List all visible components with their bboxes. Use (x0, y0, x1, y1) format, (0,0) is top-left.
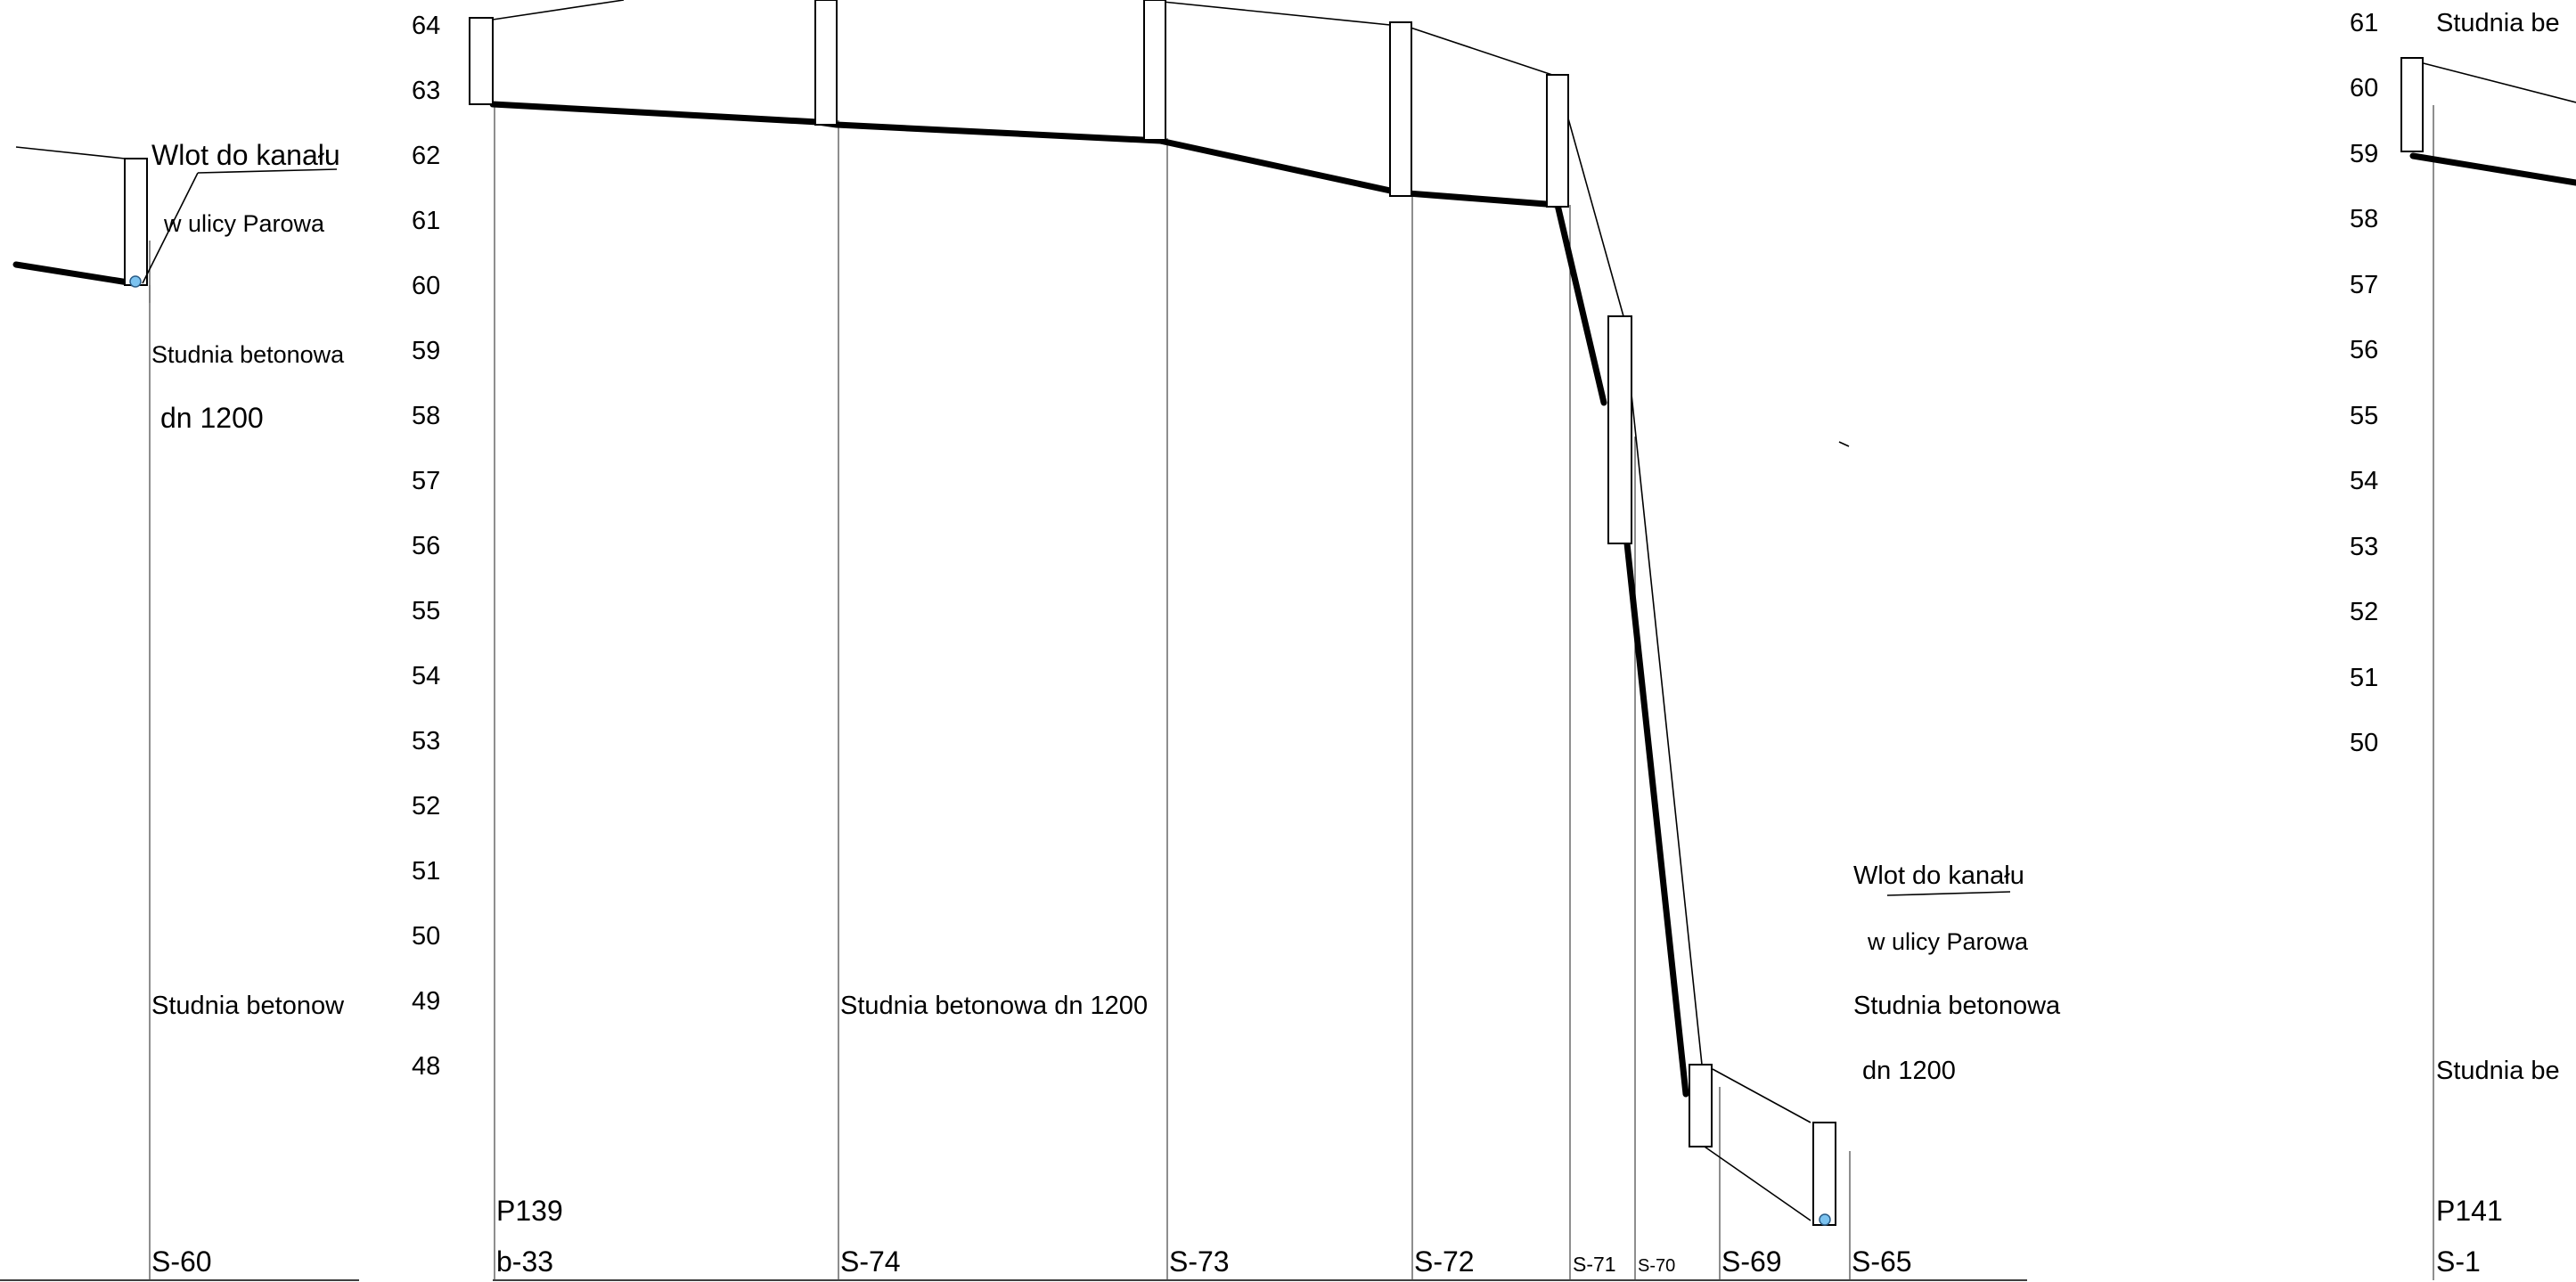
elev-label: 52 (412, 792, 440, 821)
well-label-s70: S-70 (1638, 1256, 1675, 1276)
elev-label: 48 (412, 1052, 440, 1081)
concrete-well-label: Studnia betonowa (151, 341, 345, 368)
manhole-s70 (1607, 315, 1632, 544)
manhole-s65 (1812, 1122, 1836, 1226)
concrete-well-label: Studnia be (2436, 9, 2560, 37)
elev-label: 57 (412, 467, 440, 495)
elev-label: 63 (412, 77, 440, 105)
elev-label: 52 (2350, 598, 2378, 626)
manhole-b33 (469, 17, 494, 105)
elev-label: 61 (412, 207, 440, 235)
station-lines (149, 102, 2434, 1280)
water-marker-right (1819, 1213, 1831, 1226)
elev-label: 49 (412, 987, 440, 1016)
well-label-s69: S-69 (1721, 1245, 1782, 1278)
well-label-s1: S-1 (2436, 1245, 2481, 1278)
elev-label: 50 (2350, 729, 2378, 757)
elev-label: 51 (2350, 664, 2378, 692)
elevation-axis-left: 64 63 62 61 60 59 58 57 56 55 54 53 52 5… (412, 12, 440, 1081)
profile-labels: P139 P141 (496, 1195, 2503, 1227)
elev-label: 61 (2350, 9, 2378, 37)
manhole-s73 (1143, 0, 1166, 141)
well-labels: S-60 b-33 S-74 S-73 S-72 S-71 S-70 S-69 … (151, 1245, 2481, 1278)
elev-label: 57 (2350, 271, 2378, 299)
manhole-s1 (2400, 57, 2424, 152)
profile-label-p141: P141 (2436, 1195, 2503, 1227)
well-label-s72: S-72 (1414, 1245, 1475, 1278)
elev-label: 64 (412, 12, 440, 40)
well-label-s65: S-65 (1852, 1245, 1912, 1278)
elev-label: 60 (2350, 74, 2378, 102)
manhole-s69 (1689, 1064, 1713, 1147)
elev-label: 60 (412, 272, 440, 300)
elev-label: 53 (412, 727, 440, 755)
elev-label: 58 (2350, 205, 2378, 233)
elev-label: 55 (412, 597, 440, 625)
concrete-well-label: Studnia be (2436, 1057, 2560, 1085)
elev-label: 53 (2350, 533, 2378, 561)
manhole-s74 (814, 0, 838, 126)
manhole-s72 (1389, 21, 1412, 197)
elev-label: 54 (412, 662, 440, 690)
elev-label: 58 (412, 402, 440, 430)
diameter-label: dn 1200 (160, 402, 264, 434)
sewer-pipe-invert (12, 101, 2576, 1098)
diameter-label: dn 1200 (1862, 1057, 1956, 1085)
well-label-s71: S-71 (1573, 1253, 1616, 1276)
well-label-b33: b-33 (496, 1245, 553, 1278)
well-label-s74: S-74 (840, 1245, 901, 1278)
manholes (124, 0, 2424, 1226)
well-label-s73: S-73 (1169, 1245, 1230, 1278)
ground-surface-lines (15, 0, 2576, 1221)
water-marker-left (129, 275, 142, 288)
annotations: Wlot do kanału w ulicy Parowa Studnia be… (151, 9, 2560, 1085)
profile-label-p139: P139 (496, 1195, 563, 1227)
elev-label: 50 (412, 922, 440, 951)
elev-label: 51 (412, 857, 440, 886)
elev-label: 59 (2350, 140, 2378, 168)
manhole-s60 (124, 158, 148, 286)
elevation-axis-right: 61 60 59 58 57 56 55 54 53 52 51 50 (2350, 9, 2378, 757)
concrete-well-label: Studnia betonowa dn 1200 (840, 992, 1148, 1020)
manhole-s71 (1546, 74, 1569, 208)
street-label-right: w ulicy Parowa (1867, 928, 2029, 955)
annotation-leaders (142, 168, 2011, 896)
elev-label: 54 (2350, 467, 2378, 495)
concrete-well-label: Studnia betonowa (1853, 992, 2061, 1020)
street-label-left: w ulicy Parowa (163, 210, 325, 237)
elev-label: 59 (412, 337, 440, 365)
elev-label: 62 (412, 142, 440, 170)
elev-label: 55 (2350, 402, 2378, 430)
inlet-label-right: Wlot do kanału (1853, 861, 2024, 890)
well-label-s60: S-60 (151, 1245, 212, 1278)
concrete-well-label: Studnia betonow (151, 992, 345, 1020)
elev-label: 56 (412, 532, 440, 560)
inlet-label-left: Wlot do kanału (151, 139, 340, 171)
elev-label: 56 (2350, 336, 2378, 364)
